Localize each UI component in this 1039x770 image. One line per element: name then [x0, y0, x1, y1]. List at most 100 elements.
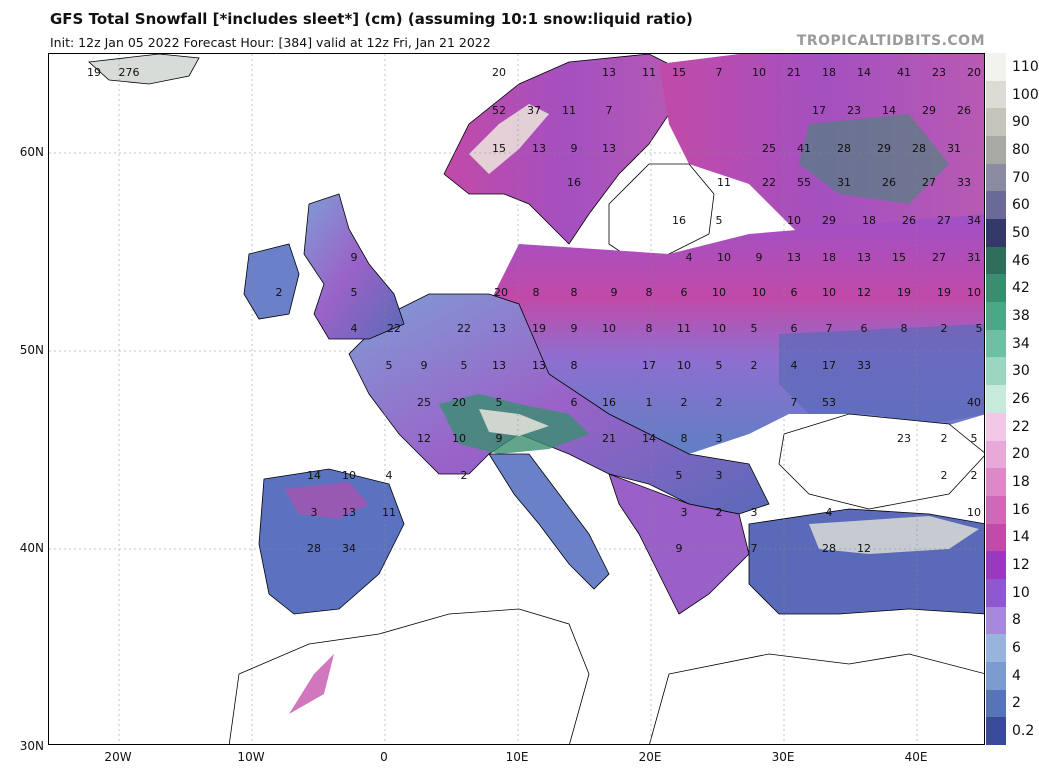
- snow-value-label: 29: [877, 142, 891, 155]
- snow-value-label: 2: [941, 432, 948, 445]
- snow-value-label: 23: [932, 66, 946, 79]
- snow-value-label: 34: [967, 214, 981, 227]
- legend-swatch: [986, 551, 1006, 580]
- snow-value-label: 3: [716, 432, 723, 445]
- snow-value-label: 34: [342, 542, 356, 555]
- snow-value-label: 3: [681, 506, 688, 519]
- snow-value-label: 17: [642, 359, 656, 372]
- legend-swatch: [986, 634, 1006, 663]
- snow-value-label: 10: [677, 359, 691, 372]
- snow-value-label: 5: [386, 359, 393, 372]
- snow-value-label: 27: [932, 251, 946, 264]
- snow-value-label: 13: [602, 66, 616, 79]
- legend-swatch: [986, 53, 1006, 82]
- snow-value-label: 276: [119, 66, 140, 79]
- snow-value-label: 10: [967, 506, 981, 519]
- snow-value-label: 15: [492, 142, 506, 155]
- snow-region-norway-mountains: [469, 104, 549, 174]
- snow-value-label: 1: [646, 396, 653, 409]
- snow-value-label: 15: [892, 251, 906, 264]
- snow-value-label: 20: [492, 66, 506, 79]
- snow-value-label: 22: [457, 322, 471, 335]
- snow-value-label: 7: [791, 396, 798, 409]
- snow-value-label: 2: [751, 359, 758, 372]
- snow-value-label: 5: [716, 359, 723, 372]
- snow-value-label: 27: [922, 176, 936, 189]
- snow-value-label: 9: [571, 142, 578, 155]
- legend-swatch: [986, 108, 1006, 137]
- snow-value-label: 5: [971, 432, 978, 445]
- snow-value-label: 41: [797, 142, 811, 155]
- snow-value-label: 14: [882, 104, 896, 117]
- legend-swatch: [986, 136, 1006, 165]
- snow-value-label: 14: [642, 432, 656, 445]
- snow-value-label: 26: [902, 214, 916, 227]
- legend-label: 0.2: [1012, 723, 1035, 740]
- snow-region-ireland: [243, 243, 300, 320]
- legend-swatch: [986, 274, 1006, 303]
- snow-value-label: 5: [461, 359, 468, 372]
- snow-value-label: 19: [87, 66, 101, 79]
- legend-swatch: [986, 191, 1006, 220]
- legend-swatch: [986, 357, 1006, 386]
- snow-value-label: 13: [492, 322, 506, 335]
- snow-value-label: 6: [791, 322, 798, 335]
- snow-value-label: 10: [602, 322, 616, 335]
- legend-label: 42: [1012, 280, 1030, 297]
- snow-value-label: 33: [857, 359, 871, 372]
- snow-value-label: 9: [496, 432, 503, 445]
- snow-value-label: 14: [307, 469, 321, 482]
- legend-label: 20: [1012, 446, 1030, 463]
- legend-label: 46: [1012, 252, 1030, 269]
- snow-value-label: 5: [976, 322, 983, 335]
- snow-value-label: 28: [837, 142, 851, 155]
- snow-value-label: 10: [712, 322, 726, 335]
- snow-value-label: 33: [957, 176, 971, 189]
- snow-value-label: 7: [751, 542, 758, 555]
- snow-value-label: 13: [602, 142, 616, 155]
- graticule: [49, 54, 984, 744]
- snow-value-label: 13: [787, 251, 801, 264]
- snow-value-label: 23: [897, 432, 911, 445]
- north-africa-coast: [228, 608, 590, 744]
- snow-value-label: 16: [672, 214, 686, 227]
- snow-value-label: 22: [762, 176, 776, 189]
- legend-swatch: [986, 661, 1006, 691]
- lon-label-20w: 20W: [104, 750, 132, 764]
- legend-label: 16: [1012, 501, 1030, 518]
- chart-title: GFS Total Snowfall [*includes sleet*] (c…: [50, 10, 693, 28]
- snow-value-label: 20: [967, 66, 981, 79]
- snow-value-label: 23: [847, 104, 861, 117]
- snow-value-label: 52: [492, 104, 506, 117]
- lat-label-40n: 40N: [19, 541, 44, 555]
- snow-value-label: 28: [912, 142, 926, 155]
- snow-value-label: 10: [712, 286, 726, 299]
- color-legend: [986, 53, 1006, 746]
- snow-region-italy: [488, 453, 610, 590]
- snow-value-label: 2: [971, 469, 978, 482]
- snow-value-label: 21: [787, 66, 801, 79]
- snow-value-label: 2: [276, 286, 283, 299]
- legend-swatch: [986, 717, 1006, 746]
- legend-swatch: [986, 523, 1006, 552]
- snow-value-label: 26: [957, 104, 971, 117]
- snow-value-label: 5: [751, 322, 758, 335]
- snow-region-turkey-ridge: [809, 516, 979, 554]
- legend-swatch: [986, 578, 1006, 608]
- chart-subtitle: Init: 12z Jan 05 2022 Forecast Hour: [38…: [50, 35, 491, 50]
- snow-value-label: 13: [857, 251, 871, 264]
- lon-label-10w: 10W: [237, 750, 265, 764]
- snow-value-label: 10: [787, 214, 801, 227]
- snow-region-alps-peaks: [479, 409, 549, 436]
- snow-value-label: 12: [857, 286, 871, 299]
- snow-value-label: 2: [461, 469, 468, 482]
- lat-label-50n: 50N: [19, 343, 44, 357]
- legend-label: 14: [1012, 529, 1030, 546]
- snow-value-label: 7: [826, 322, 833, 335]
- snow-value-label: 8: [646, 286, 653, 299]
- snow-value-label: 31: [947, 142, 961, 155]
- snow-value-label: 13: [532, 142, 546, 155]
- legend-label: 10: [1012, 584, 1030, 601]
- legend-label: 2: [1012, 695, 1021, 712]
- legend-swatch: [986, 219, 1006, 248]
